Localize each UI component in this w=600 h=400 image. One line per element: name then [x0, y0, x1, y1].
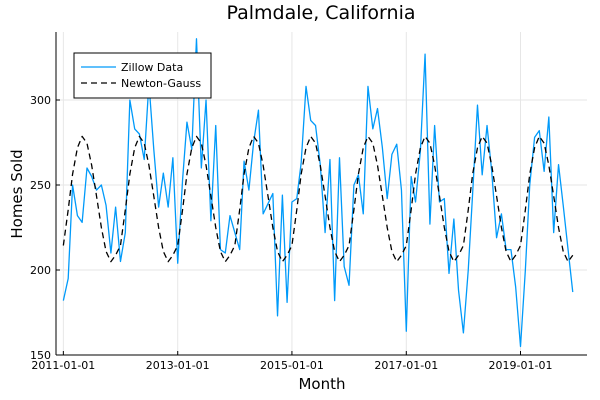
y-tick-label: 200 [30, 264, 51, 277]
x-tick-label: 2019-01-01 [489, 359, 553, 372]
y-tick-label: 300 [30, 94, 51, 107]
series-line-newton-gauss [62, 135, 574, 263]
x-tick-label: 2011-01-01 [31, 359, 95, 372]
ticks: 150 200 250 300 2011-01-01 2013-01-01 2015-01-… [30, 94, 552, 372]
y-axis-label: Homes Sold [8, 149, 26, 238]
x-axis-label: Month [298, 375, 345, 393]
y-tick-label: 250 [30, 179, 51, 192]
x-tick-label: 2013-01-01 [146, 359, 210, 372]
x-tick-label: 2017-01-01 [374, 359, 438, 372]
legend-label-newton: Newton-Gauss [121, 77, 201, 90]
y-tick-label: 150 [30, 349, 51, 362]
legend-box [73, 52, 212, 99]
legend-label-zillow: Zillow Data [121, 61, 183, 74]
x-tick-label: 2015-01-01 [260, 359, 324, 372]
legend: Zillow Data Newton-Gauss [73, 52, 212, 99]
chart-title: Palmdale, California [226, 2, 415, 24]
